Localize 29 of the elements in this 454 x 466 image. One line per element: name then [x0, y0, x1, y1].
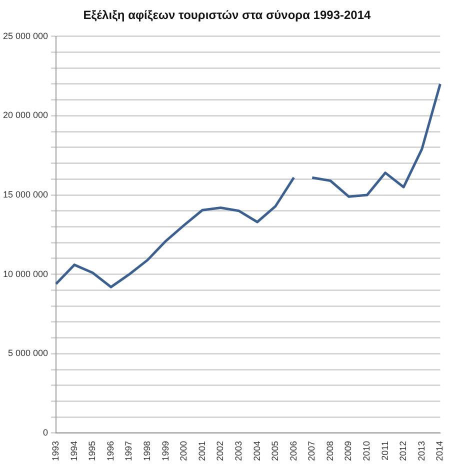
y-tick-label: 0 [43, 427, 48, 438]
x-tick-label: 2001 [196, 440, 207, 462]
y-tick-label: 10 000 000 [2, 268, 48, 279]
x-tick-label: 2009 [343, 440, 354, 462]
x-tick-label: 1994 [68, 440, 79, 462]
x-tick-label: 2011 [380, 440, 390, 460]
x-tick-label: 2005 [270, 440, 280, 462]
x-tick-label: 2006 [288, 440, 298, 462]
y-tick-label: 20 000 000 [2, 110, 48, 120]
x-tick-label: 2008 [324, 440, 335, 462]
x-tick-label: 1998 [142, 440, 152, 462]
x-tick-label: 2004 [252, 440, 262, 462]
x-tick-label: 1997 [124, 440, 134, 462]
x-tick-label: 2010 [362, 440, 372, 462]
y-tick-label: 15 000 000 [2, 190, 48, 200]
x-tick-label: 1993 [50, 440, 61, 462]
x-tick-label: 2013 [416, 440, 426, 462]
x-tick-label: 1996 [105, 440, 116, 462]
x-tick-label: 2003 [233, 440, 244, 462]
x-tick-label: 1995 [87, 440, 98, 462]
x-tick-label: 2007 [306, 440, 317, 462]
y-tick-label: 5 000 000 [8, 348, 48, 358]
x-tick-label: 2012 [398, 440, 408, 462]
x-tick-label: 1999 [160, 440, 170, 462]
x-tick-label: 2000 [178, 440, 189, 462]
x-tick-label: 2014 [434, 440, 445, 462]
x-tick-label: 2002 [215, 440, 226, 462]
chart-title: Εξέλιξη αφίξεων τουριστών στα σύνορα 1993-2014 [82, 8, 372, 22]
y-tick-label: 25 000 000 [2, 30, 48, 41]
